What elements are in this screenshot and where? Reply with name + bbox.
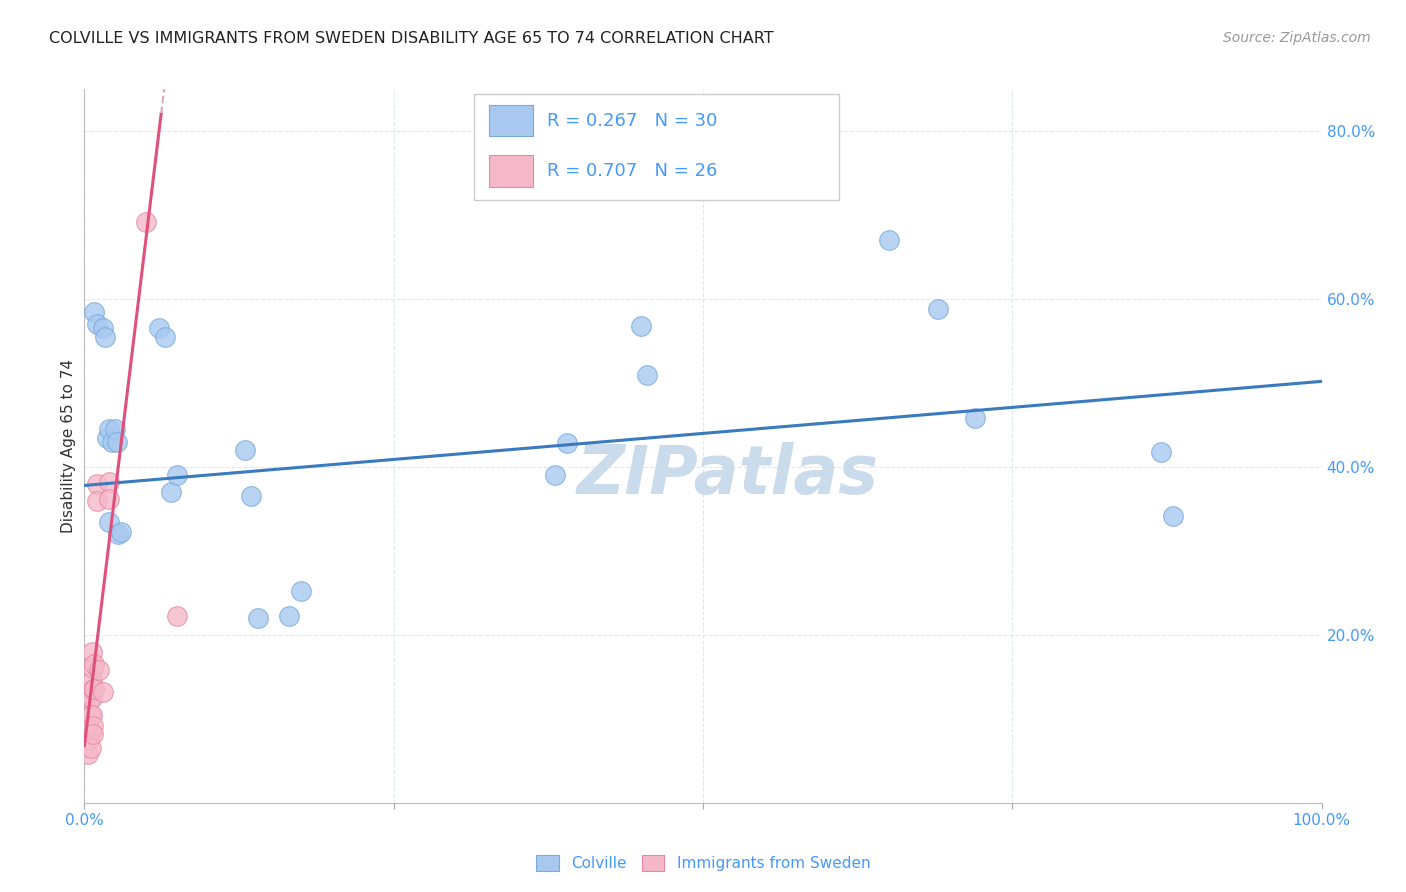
Point — [166, 609, 188, 624]
Point — [98, 475, 121, 489]
Point — [877, 233, 900, 247]
Point — [82, 682, 104, 697]
Y-axis label: Disability Age 65 to 74: Disability Age 65 to 74 — [60, 359, 76, 533]
Point — [277, 609, 299, 624]
Point — [91, 685, 114, 699]
Point — [91, 321, 114, 335]
Point — [94, 330, 117, 344]
Legend: Colville, Immigrants from Sweden: Colville, Immigrants from Sweden — [530, 849, 876, 877]
Point — [148, 321, 170, 335]
Point — [86, 476, 108, 491]
Point — [107, 527, 129, 541]
Point — [110, 525, 132, 540]
Point — [1161, 508, 1184, 523]
Point — [82, 727, 104, 741]
Point — [80, 645, 103, 659]
Point — [233, 443, 256, 458]
Point — [83, 304, 105, 318]
Point — [80, 707, 103, 722]
Text: ZIPatlas: ZIPatlas — [576, 442, 879, 508]
Text: COLVILLE VS IMMIGRANTS FROM SWEDEN DISABILITY AGE 65 TO 74 CORRELATION CHART: COLVILLE VS IMMIGRANTS FROM SWEDEN DISAB… — [49, 31, 773, 46]
Point — [100, 434, 122, 449]
Point — [77, 747, 100, 761]
Point — [82, 718, 104, 732]
Point — [98, 491, 121, 506]
Point — [240, 489, 263, 503]
Point — [555, 436, 578, 450]
Point — [86, 493, 108, 508]
Point — [1150, 445, 1173, 459]
Point — [82, 661, 104, 675]
Point — [636, 368, 658, 382]
Point — [630, 318, 652, 333]
Point — [75, 687, 97, 701]
Point — [290, 584, 312, 599]
Point — [135, 215, 157, 229]
Point — [79, 707, 101, 722]
Point — [153, 330, 176, 344]
Point — [76, 720, 98, 734]
Point — [160, 485, 183, 500]
Point — [79, 741, 101, 756]
Point — [79, 724, 101, 739]
Text: Source: ZipAtlas.com: Source: ZipAtlas.com — [1223, 31, 1371, 45]
Point — [83, 682, 105, 697]
Point — [89, 663, 111, 677]
Point — [543, 468, 565, 483]
Point — [246, 611, 269, 625]
Point — [98, 515, 121, 529]
Point — [98, 422, 121, 436]
Point — [965, 411, 987, 425]
Point — [166, 468, 188, 483]
Point — [79, 732, 101, 747]
Point — [104, 422, 127, 436]
Point — [79, 690, 101, 705]
Point — [80, 690, 103, 705]
Point — [105, 434, 128, 449]
Point — [80, 674, 103, 689]
Point — [86, 318, 108, 332]
Point — [96, 431, 118, 445]
Point — [927, 302, 949, 317]
Point — [83, 657, 105, 672]
